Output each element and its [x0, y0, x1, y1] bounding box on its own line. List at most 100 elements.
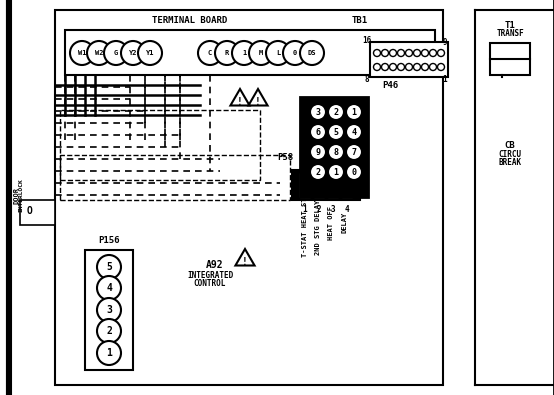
- Bar: [60, 110, 260, 180]
- Text: T-STAT HEAT STG: T-STAT HEAT STG: [302, 193, 308, 257]
- Text: 5: 5: [334, 128, 338, 137]
- Circle shape: [373, 64, 381, 70]
- Text: 1: 1: [106, 348, 112, 358]
- Text: 3: 3: [331, 205, 335, 214]
- Circle shape: [389, 49, 397, 56]
- Circle shape: [413, 64, 420, 70]
- Circle shape: [328, 164, 344, 180]
- Bar: [328, 173, 338, 197]
- Circle shape: [283, 41, 307, 65]
- Bar: [292, 170, 360, 200]
- Circle shape: [87, 41, 111, 65]
- Circle shape: [266, 41, 290, 65]
- Text: G: G: [114, 50, 118, 56]
- Text: INTEGRATED: INTEGRATED: [187, 271, 233, 280]
- Circle shape: [70, 41, 94, 65]
- Text: A92: A92: [206, 260, 224, 270]
- Text: TB1: TB1: [352, 15, 368, 24]
- Circle shape: [346, 164, 362, 180]
- Text: 8: 8: [365, 75, 370, 83]
- Text: DELAY: DELAY: [341, 211, 347, 233]
- Bar: [300, 173, 310, 197]
- Circle shape: [398, 64, 404, 70]
- Text: TRANSF: TRANSF: [496, 28, 524, 38]
- Circle shape: [328, 144, 344, 160]
- Text: P156: P156: [98, 235, 120, 245]
- Circle shape: [398, 49, 404, 56]
- Bar: [490, 43, 530, 75]
- Bar: [60, 155, 290, 200]
- Text: C: C: [208, 50, 212, 56]
- Text: 1: 1: [302, 205, 307, 214]
- Text: DS: DS: [308, 50, 316, 56]
- Circle shape: [389, 64, 397, 70]
- Text: 1: 1: [334, 167, 338, 177]
- Text: 1: 1: [443, 75, 447, 83]
- Text: 9: 9: [443, 38, 447, 47]
- Text: 9: 9: [315, 147, 321, 156]
- Circle shape: [429, 64, 437, 70]
- Text: T1: T1: [505, 21, 515, 30]
- Text: W1: W1: [78, 50, 86, 56]
- Circle shape: [422, 64, 428, 70]
- Text: M: M: [259, 50, 263, 56]
- Text: 6: 6: [315, 128, 321, 137]
- Bar: [342, 173, 352, 197]
- Text: 3: 3: [106, 305, 112, 315]
- Bar: [370, 42, 448, 77]
- Circle shape: [97, 255, 121, 279]
- Text: R: R: [225, 50, 229, 56]
- Circle shape: [346, 104, 362, 120]
- Circle shape: [215, 41, 239, 65]
- Text: 4: 4: [345, 205, 350, 214]
- Circle shape: [121, 41, 145, 65]
- Text: CB: CB: [505, 141, 515, 149]
- Bar: [85, 250, 133, 370]
- Circle shape: [346, 144, 362, 160]
- Text: P46: P46: [382, 81, 398, 90]
- Text: 7: 7: [351, 147, 357, 156]
- Text: 4: 4: [106, 283, 112, 293]
- Circle shape: [97, 319, 121, 343]
- Text: 2: 2: [317, 205, 321, 214]
- Text: !: !: [255, 97, 261, 107]
- Text: 16: 16: [362, 36, 372, 45]
- Text: !: !: [237, 97, 243, 107]
- Circle shape: [422, 49, 428, 56]
- Text: !: !: [242, 257, 248, 267]
- Circle shape: [328, 104, 344, 120]
- Circle shape: [97, 298, 121, 322]
- Circle shape: [438, 49, 444, 56]
- Circle shape: [346, 124, 362, 140]
- Text: 0: 0: [293, 50, 297, 56]
- Circle shape: [310, 104, 326, 120]
- Text: 2: 2: [334, 107, 338, 117]
- Text: Y2: Y2: [129, 50, 137, 56]
- Text: 0: 0: [351, 167, 357, 177]
- Text: CIRCU: CIRCU: [499, 149, 521, 158]
- Circle shape: [300, 41, 324, 65]
- Text: 2ND STG DELAY: 2ND STG DELAY: [315, 199, 321, 255]
- Text: TERMINAL BOARD: TERMINAL BOARD: [152, 15, 228, 24]
- Circle shape: [328, 124, 344, 140]
- Bar: [314, 173, 324, 197]
- Bar: [20, 200, 55, 225]
- Text: W2: W2: [95, 50, 103, 56]
- Bar: [300, 97, 368, 197]
- Text: DOOR: DOOR: [13, 186, 19, 203]
- Circle shape: [249, 41, 273, 65]
- Circle shape: [310, 164, 326, 180]
- Circle shape: [382, 64, 388, 70]
- Circle shape: [198, 41, 222, 65]
- Circle shape: [438, 64, 444, 70]
- Text: 1: 1: [351, 107, 357, 117]
- Circle shape: [310, 124, 326, 140]
- Text: CONTROL: CONTROL: [194, 278, 226, 288]
- Text: 8: 8: [334, 147, 338, 156]
- Text: 3: 3: [315, 107, 321, 117]
- Bar: [65, 30, 435, 75]
- Circle shape: [97, 341, 121, 365]
- Bar: [55, 10, 443, 385]
- Circle shape: [382, 49, 388, 56]
- Circle shape: [138, 41, 162, 65]
